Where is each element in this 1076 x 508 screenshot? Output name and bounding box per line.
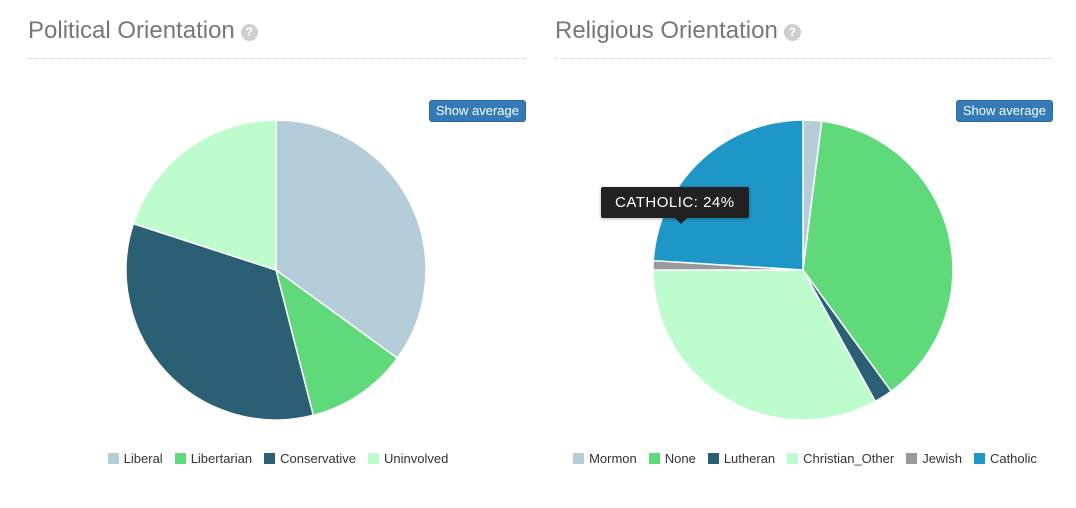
pie-slice-libertarian[interactable] — [274, 268, 399, 417]
political-legend: Liberal Libertarian Conservative Uninvolved — [28, 450, 528, 468]
tooltip-arrow — [675, 218, 687, 224]
political-orientation-panel: Political Orientation ? Show average Lib… — [28, 0, 528, 508]
legend-item-libertarian[interactable]: Libertarian — [174, 450, 253, 468]
pie-slice-uninvolved[interactable] — [132, 119, 277, 272]
pie-slice-none[interactable] — [802, 120, 954, 393]
legend-swatch — [174, 453, 186, 464]
political-title-text: Political Orientation — [28, 17, 235, 44]
religious-legend: Mormon None Lutheran Christian_Other Jewish C… — [555, 450, 1055, 468]
legend-label: Libertarian — [190, 451, 253, 466]
legend-swatch — [973, 453, 985, 464]
legend-label: Christian_Other — [803, 451, 895, 466]
legend-label: Uninvolved — [384, 451, 449, 466]
tooltip-text: CATHOLIC: 24% — [615, 194, 735, 211]
legend-item-lutheran[interactable]: Lutheran — [707, 450, 776, 468]
legend-label: Jewish — [922, 451, 962, 466]
legend-swatch — [573, 453, 585, 464]
legend-label: Lutheran — [723, 451, 776, 466]
legend-label: Catholic — [989, 451, 1037, 466]
show-average-button[interactable]: Show average — [955, 100, 1053, 122]
legend-item-none[interactable]: None — [648, 450, 696, 468]
legend-item-liberal[interactable]: Liberal — [107, 450, 163, 468]
religious-orientation-panel: Religious Orientation ? Show average Mor… — [555, 0, 1055, 508]
legend-item-jewish[interactable]: Jewish — [906, 450, 962, 468]
divider — [28, 58, 526, 59]
legend-label: Mormon — [589, 451, 637, 466]
legend-label: Conservative — [280, 451, 356, 466]
legend-swatch — [707, 453, 719, 464]
pie-slice-conservative[interactable] — [125, 222, 315, 421]
legend-label: None — [664, 451, 696, 466]
legend-label: Liberal — [123, 451, 163, 466]
divider — [555, 58, 1053, 59]
show-average-button[interactable]: Show average — [428, 100, 526, 122]
pie-slice-liberal[interactable] — [275, 119, 427, 360]
legend-swatch — [648, 453, 660, 464]
legend-swatch — [368, 453, 379, 464]
religious-title: Religious Orientation ? — [555, 17, 801, 45]
legend-item-catholic[interactable]: Catholic — [973, 450, 1037, 468]
question-circle-icon[interactable]: ? — [783, 23, 801, 41]
legend-item-uninvolved[interactable]: Uninvolved — [368, 450, 448, 468]
religious-title-text: Religious Orientation — [555, 17, 778, 44]
legend-swatch — [264, 453, 276, 464]
legend-swatch — [107, 453, 119, 464]
question-circle-icon[interactable]: ? — [240, 23, 258, 41]
legend-swatch — [906, 453, 918, 464]
legend-item-mormon[interactable]: Mormon — [573, 450, 637, 468]
political-title: Political Orientation ? — [28, 17, 258, 45]
political-pie-chart — [125, 119, 427, 421]
slice-tooltip: CATHOLIC: 24% — [601, 187, 749, 224]
religious-pie-chart — [652, 119, 954, 421]
legend-swatch — [787, 453, 799, 464]
legend-item-christian-other[interactable]: Christian_Other — [787, 450, 894, 468]
pie-slice-christian-other[interactable] — [652, 269, 877, 421]
legend-item-conservative[interactable]: Conservative — [264, 450, 356, 468]
